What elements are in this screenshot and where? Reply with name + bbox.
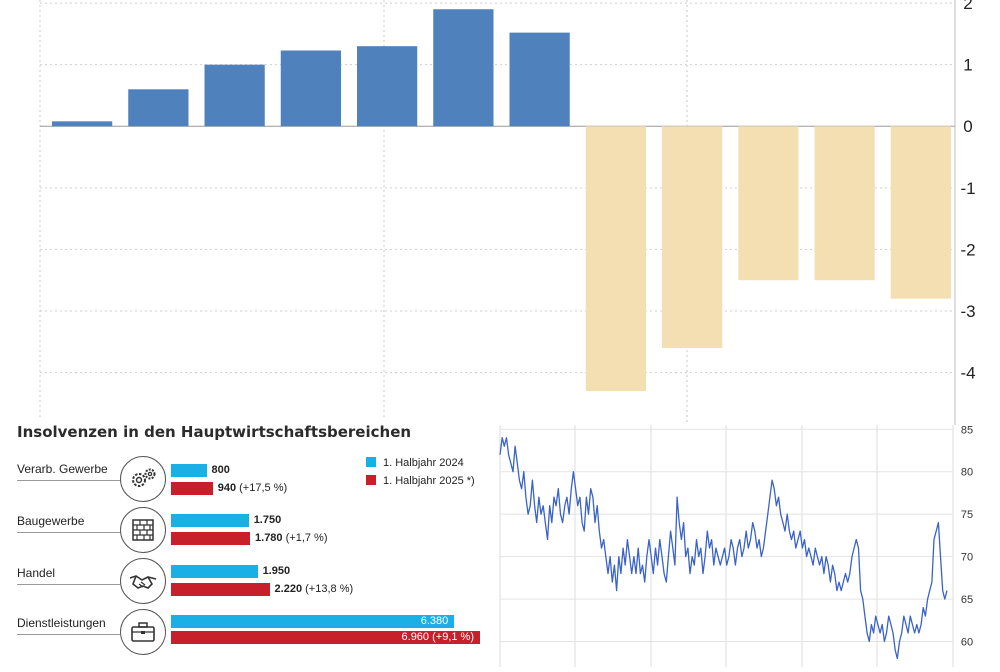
- bar-5: [357, 46, 418, 127]
- value-2024: 6.380: [420, 615, 449, 627]
- value-2025-change: (+17,5 %): [239, 482, 288, 494]
- bar-2024: [171, 464, 207, 477]
- bar-8: [585, 126, 646, 392]
- y-tick-label: 80: [961, 467, 973, 479]
- legend-swatch-2024: [366, 457, 376, 467]
- bar-12: [890, 126, 951, 299]
- y-tick-label: -1: [960, 179, 975, 198]
- value-2025-change: (+13,8 %): [305, 583, 354, 595]
- gears-icon-graphic: [132, 468, 156, 487]
- y-tick-label: -3: [960, 302, 975, 321]
- line-chart: 85 80 75 70 65 60: [495, 424, 1000, 667]
- value-2025: 6.960 (+9,1 %): [370, 631, 474, 643]
- value-2025: 1.780 (+1,7 %): [255, 532, 327, 544]
- sector-divider: [17, 480, 120, 481]
- insolvency-infographic: Insolvenzen in den Hauptwirtschaftsberei…: [0, 420, 500, 667]
- y-tick-label: -2: [960, 240, 975, 259]
- value-2025-number: 2.220: [274, 583, 303, 595]
- value-2025-change: (+9,1 %): [432, 631, 474, 643]
- line-chart-svg: 85 80 75 70 65 60: [499, 424, 973, 667]
- value-2025-number: 6.960: [401, 631, 430, 643]
- bar-6: [433, 9, 494, 127]
- deviation-bar-chart: 2 1 0 -1 -2 -3 -4: [39, 0, 976, 428]
- briefcase-icon: [120, 609, 166, 655]
- y-tick-label: 70: [961, 552, 973, 564]
- value-2025-number: 1.780: [255, 532, 283, 544]
- y-tick-label: 85: [961, 425, 973, 436]
- sector-label-services: Dienstleistungen: [17, 616, 106, 630]
- value-2025-number: 940: [217, 482, 237, 494]
- y-tick-label: 2: [963, 0, 972, 13]
- bar-2: [128, 89, 189, 127]
- handshake-icon: [120, 558, 166, 604]
- sector-divider: [17, 584, 120, 585]
- sector-label-manufacturing: Verarb. Gewerbe: [17, 462, 108, 476]
- insolvency-title: Insolvenzen in den Hauptwirtschaftsberei…: [17, 423, 412, 441]
- bar-2025: [171, 532, 251, 545]
- y-tick-label: 75: [961, 509, 973, 521]
- legend-label-2024: 1. Halbjahr 2024: [383, 457, 464, 469]
- series-line: [499, 437, 948, 660]
- sector-label-construction: Baugewerbe: [17, 514, 85, 528]
- bar-4: [280, 50, 341, 127]
- value-2024: 1.950: [262, 565, 291, 577]
- handshake-icon-graphic: [129, 575, 157, 589]
- brick-wall-icon-graphic: [132, 519, 154, 541]
- y-tick-label: 60: [961, 637, 973, 649]
- value-2024: 1.750: [253, 514, 282, 526]
- value-2024: 800: [211, 464, 230, 476]
- y-tick-label: -4: [960, 364, 975, 383]
- y-tick-label: 65: [961, 594, 973, 606]
- y-tick-label: 0: [963, 117, 972, 136]
- legend-swatch-2025: [366, 475, 376, 485]
- brick-wall-icon: [120, 507, 166, 553]
- value-2025-change: (+1,7 %): [285, 532, 328, 544]
- value-2025: 940 (+17,5 %): [218, 482, 287, 494]
- gears-icon: [120, 456, 166, 502]
- bar-11: [814, 126, 875, 281]
- bar-2025: [171, 482, 213, 495]
- legend-label-2025: 1. Halbjahr 2025 *): [383, 475, 475, 487]
- briefcase-icon-graphic: [131, 622, 155, 642]
- legend-item-2025: 1. Halbjahr 2025 *): [366, 475, 475, 487]
- deviation-bar-chart-svg: 2 1 0 -1 -2 -3 -4: [39, 0, 976, 428]
- bar-2025: [171, 583, 270, 596]
- value-2025: 2.220 (+13,8 %): [275, 583, 354, 595]
- y-tick-label: 1: [963, 56, 972, 75]
- bar-3: [204, 64, 265, 127]
- bar-2024: [171, 514, 249, 527]
- sector-divider: [17, 532, 120, 533]
- bar-1: [52, 121, 113, 127]
- bar-2025: [171, 631, 480, 644]
- sector-divider: [17, 634, 120, 635]
- legend-item-2024: 1. Halbjahr 2024: [366, 457, 464, 469]
- sector-label-trade: Handel: [17, 566, 56, 580]
- bar-10: [738, 126, 799, 281]
- bar-2024: [171, 565, 258, 578]
- bar-9: [662, 126, 723, 348]
- bar-7: [509, 32, 570, 127]
- bar-2024: [171, 615, 455, 628]
